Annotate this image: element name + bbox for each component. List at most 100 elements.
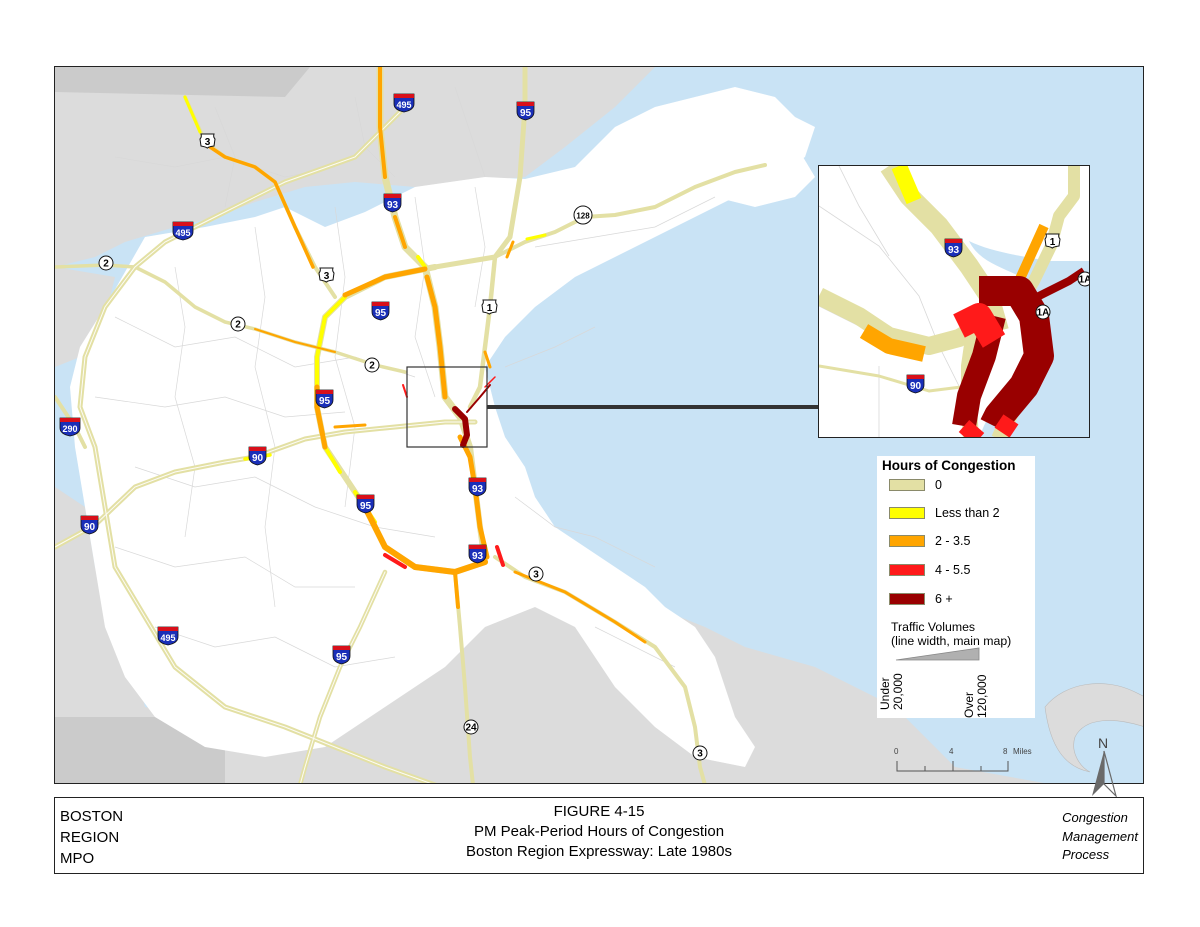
figure-number: FIGURE 4-15 — [553, 803, 645, 820]
congestion-segments — [183, 67, 647, 644]
mpo-region-land — [70, 87, 1143, 773]
inset-canvas — [819, 166, 1089, 437]
legend-item-6-plus: 6 + — [889, 592, 953, 606]
state-route-3-shield-icon: 3 — [692, 745, 708, 766]
legend-item-0: 0 — [889, 478, 942, 492]
svg-text:3: 3 — [697, 749, 703, 760]
organization-line3: MPO — [60, 850, 95, 867]
svg-text:495: 495 — [160, 633, 175, 643]
interstate-route-290-shield-icon: 290 — [59, 417, 81, 442]
scale-bar-ruler — [896, 761, 1009, 772]
organization-line1: BOSTON — [60, 808, 124, 825]
interstate-route-90-shield-icon: 90 — [248, 446, 267, 471]
svg-text:93: 93 — [386, 200, 398, 211]
state-route-3-shield-icon: 3 — [528, 566, 544, 587]
svg-text:90: 90 — [909, 381, 921, 392]
interstate-route-495-shield-icon: 495 — [157, 626, 179, 651]
inset-map-downtown-boston[interactable]: 93 90 1 1A 1A — [818, 165, 1090, 438]
svg-text:3: 3 — [323, 271, 329, 282]
scale-tick-8: 8 — [1003, 747, 1008, 756]
svg-text:95: 95 — [359, 501, 371, 512]
svg-text:90: 90 — [251, 453, 263, 464]
legend-title: Hours of Congestion — [882, 458, 1016, 473]
figure-titles: FIGURE 4-15 PM Peak-Period Hours of Cong… — [55, 802, 1143, 862]
figure-subtitle: Boston Region Expressway: Late 1980s — [466, 843, 732, 860]
scale-unit: Miles — [1013, 747, 1032, 756]
traffic-volume-min-line2: 20,000 — [891, 673, 905, 710]
svg-text:95: 95 — [318, 396, 330, 407]
legend-swatch-6-plus — [889, 593, 925, 605]
legend-label-0: 0 — [935, 478, 942, 492]
legend-label-2-3.5: 2 - 3.5 — [935, 534, 971, 548]
scale-tick-0: 0 — [894, 747, 899, 756]
town-boundaries — [94, 86, 716, 668]
us-route-3-shield-icon: 3 — [198, 133, 216, 154]
svg-text:95: 95 — [335, 652, 347, 663]
interstate-route-93-shield-icon: 93 — [944, 238, 963, 263]
traffic-volume-wedge-icon — [895, 647, 980, 661]
legend-swatch-less-than-2 — [889, 507, 925, 519]
svg-text:1A: 1A — [1079, 275, 1090, 286]
legend-item-less-than-2: Less than 2 — [889, 506, 1000, 520]
traffic-volumes-title: Traffic Volumes (line width, main map) — [891, 620, 1011, 648]
svg-text:2: 2 — [235, 320, 241, 331]
legend-swatch-2-3.5 — [889, 535, 925, 547]
state-route-1A-shield-icon: 1A — [1035, 304, 1051, 325]
svg-text:3: 3 — [533, 570, 539, 581]
legend: Hours of Congestion 0 Less than 2 2 - 3.… — [877, 456, 1035, 718]
us-route-3-shield-icon: 3 — [317, 267, 335, 288]
state-route-2-shield-icon: 2 — [98, 255, 114, 276]
legend-label-6-plus: 6 + — [935, 592, 953, 606]
interstate-route-495-shield-icon: 495 — [393, 93, 415, 118]
traffic-volumes-title-line2: (line width, main map) — [891, 634, 1012, 648]
traffic-volume-min-label: Under 20,000 — [878, 673, 905, 710]
title-block: BOSTON REGION MPO FIGURE 4-15 PM Peak-Pe… — [54, 797, 1144, 874]
legend-item-2-3.5: 2 - 3.5 — [889, 534, 970, 548]
interstate-route-95-shield-icon: 95 — [315, 389, 334, 414]
state-route-2-shield-icon: 2 — [364, 357, 380, 378]
svg-text:3: 3 — [204, 137, 210, 148]
svg-text:24: 24 — [465, 723, 477, 734]
svg-text:290: 290 — [62, 424, 77, 434]
traffic-volume-max-line2: 120,000 — [975, 674, 989, 718]
legend-label-4-5.5: 4 - 5.5 — [935, 563, 971, 577]
us-route-1-shield-icon: 1 — [480, 299, 498, 320]
state-route-24-shield-icon: 24 — [463, 719, 479, 740]
north-arrow-icon — [1092, 750, 1118, 798]
organization-name: BOSTON REGION MPO — [60, 806, 123, 869]
interstate-route-95-shield-icon: 95 — [356, 494, 375, 519]
legend-swatch-4-5.5 — [889, 564, 925, 576]
svg-text:1: 1 — [486, 303, 492, 314]
svg-text:128: 128 — [576, 212, 590, 221]
svg-text:1: 1 — [1049, 237, 1055, 248]
traffic-volumes-title-line1: Traffic Volumes — [891, 620, 976, 634]
svg-text:2: 2 — [103, 259, 109, 270]
north-label: N — [1098, 735, 1109, 751]
interstate-route-95-shield-icon: 95 — [371, 301, 390, 326]
state-route-128-shield-icon: 128 — [573, 205, 593, 230]
map-canvas — [55, 67, 1143, 783]
state-route-2-shield-icon: 2 — [230, 316, 246, 337]
svg-text:1A: 1A — [1037, 308, 1050, 319]
state-route-1A-shield-icon: 1A — [1077, 271, 1090, 292]
legend-label-less-than-2: Less than 2 — [935, 506, 1000, 520]
legend-item-4-5.5: 4 - 5.5 — [889, 563, 970, 577]
interstate-route-90-shield-icon: 90 — [906, 374, 925, 399]
svg-text:93: 93 — [471, 551, 483, 562]
scale-tick-4: 4 — [949, 747, 954, 756]
interstate-route-495-shield-icon: 495 — [172, 221, 194, 246]
svg-text:95: 95 — [374, 308, 386, 319]
svg-text:93: 93 — [471, 484, 483, 495]
interstate-route-95-shield-icon: 95 — [516, 101, 535, 126]
us-route-1-shield-icon: 1 — [1043, 233, 1061, 254]
legend-swatch-0 — [889, 479, 925, 491]
svg-text:495: 495 — [396, 100, 411, 110]
figure-title: PM Peak-Period Hours of Congestion — [473, 823, 725, 840]
svg-text:90: 90 — [83, 522, 95, 533]
interstate-route-90-shield-icon: 90 — [80, 515, 99, 540]
svg-text:2: 2 — [369, 361, 375, 372]
process-line1: Congestion — [1062, 810, 1128, 825]
interstate-route-95-shield-icon: 95 — [332, 645, 351, 670]
traffic-volume-max-label: Over 120,000 — [962, 674, 989, 718]
interstate-route-93-shield-icon: 93 — [468, 544, 487, 569]
